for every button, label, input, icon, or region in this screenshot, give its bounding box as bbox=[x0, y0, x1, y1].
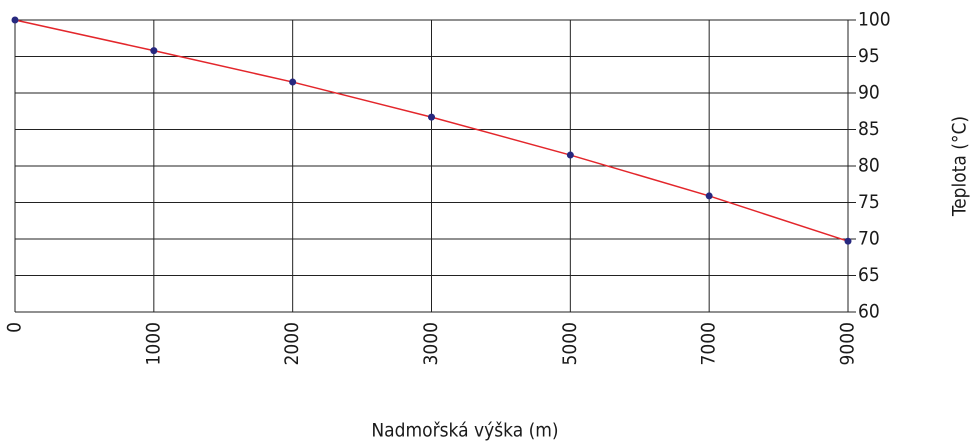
data-point bbox=[705, 192, 713, 200]
y-tick-label: 70 bbox=[858, 228, 880, 250]
y-tick-label: 75 bbox=[858, 191, 880, 213]
data-point bbox=[150, 47, 158, 55]
x-tick-label: 9000 bbox=[837, 322, 859, 366]
x-tick-label: 1000 bbox=[142, 322, 164, 366]
y-tick-label: 65 bbox=[858, 264, 880, 286]
y-tick-label: 60 bbox=[858, 301, 880, 323]
y-tick-label: 80 bbox=[858, 155, 880, 177]
x-tick-label: 3000 bbox=[420, 322, 442, 366]
x-tick-label: 5000 bbox=[559, 322, 581, 366]
y-tick-label: 100 bbox=[858, 9, 891, 31]
x-tick-label: 7000 bbox=[698, 322, 720, 366]
data-point bbox=[566, 151, 574, 159]
y-axis-label: Teplota (°C) bbox=[949, 116, 971, 217]
x-tick-label: 0 bbox=[4, 322, 26, 333]
data-point bbox=[844, 237, 852, 245]
y-tick-label: 90 bbox=[858, 82, 880, 104]
x-tick-label: 2000 bbox=[281, 322, 303, 366]
y-tick-label: 85 bbox=[858, 118, 880, 140]
data-point bbox=[289, 78, 297, 86]
data-point bbox=[428, 113, 435, 121]
y-tick-label: 95 bbox=[858, 45, 880, 67]
data-point bbox=[11, 16, 19, 24]
x-axis-label: Nadmořská výška (m) bbox=[371, 420, 558, 442]
